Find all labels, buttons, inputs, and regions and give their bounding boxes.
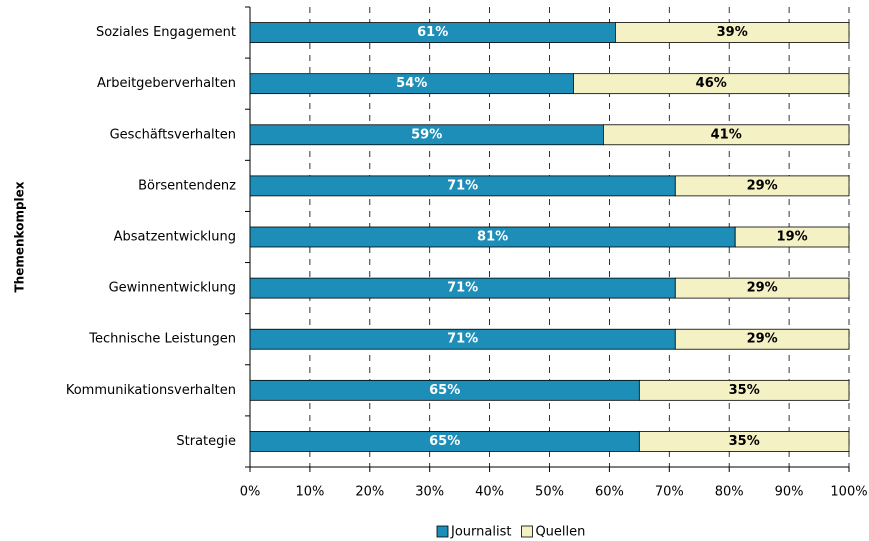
value-label: 59%: [411, 127, 442, 142]
value-label: 19%: [777, 230, 808, 245]
value-label: 81%: [477, 230, 508, 245]
bar-segment: [674, 175, 850, 197]
x-tick-label: 0%: [240, 485, 261, 500]
x-tick-label: 20%: [355, 485, 384, 500]
y-tick-label: Strategie: [176, 434, 236, 449]
value-label: 29%: [747, 178, 778, 193]
x-tick-label: 80%: [715, 485, 744, 500]
x-tick-label: 90%: [775, 485, 804, 500]
value-label: 65%: [429, 434, 460, 449]
bar-segment: [614, 22, 850, 43]
bar-segment: [734, 226, 850, 248]
value-label: 65%: [429, 383, 460, 398]
bar-segment: [674, 328, 850, 350]
y-tick-label: Soziales Engagement: [96, 25, 236, 40]
y-tick-label: Arbeitgeberverhalten: [97, 76, 236, 91]
value-label: 54%: [396, 76, 427, 91]
legend-swatch: [436, 525, 449, 538]
value-label: 29%: [747, 332, 778, 347]
y-tick-label: Absatzentwicklung: [114, 230, 236, 245]
y-tick-label: Börsentendenz: [138, 178, 236, 193]
y-tick-label: Kommunikationsverhalten: [66, 383, 236, 398]
x-tick-label: 60%: [595, 485, 624, 500]
value-label: 71%: [447, 178, 478, 193]
y-tick-label: Technische Leistungen: [88, 332, 236, 347]
legend-swatch: [521, 525, 533, 538]
bar-segment: [573, 73, 850, 95]
value-label: 71%: [447, 281, 478, 296]
value-label: 61%: [417, 25, 448, 40]
value-label: 41%: [711, 127, 742, 142]
legend-label: Journalist: [450, 525, 511, 540]
bar-segment: [638, 431, 850, 452]
y-tick-label: Geschäftsverhalten: [110, 127, 236, 142]
legend-label: Quellen: [535, 525, 585, 540]
value-label: 71%: [447, 332, 478, 347]
bar-segment: [638, 379, 850, 401]
x-tick-label: 10%: [295, 485, 324, 500]
x-tick-label: 40%: [475, 485, 504, 500]
bar-segment: [674, 277, 850, 299]
value-label: 35%: [729, 383, 760, 398]
x-tick-label: 70%: [655, 485, 684, 500]
x-tick-label: 30%: [415, 485, 444, 500]
x-tick-label: 50%: [535, 485, 564, 500]
bar-segment: [603, 124, 850, 146]
y-tick-label: Gewinnentwicklung: [109, 281, 236, 296]
value-label: 29%: [747, 281, 778, 296]
value-label: 39%: [717, 25, 748, 40]
value-label: 35%: [729, 434, 760, 449]
y-axis-label: Themenkomplex: [13, 181, 27, 292]
x-tick-label: 100%: [830, 485, 867, 500]
value-label: 46%: [696, 76, 727, 91]
